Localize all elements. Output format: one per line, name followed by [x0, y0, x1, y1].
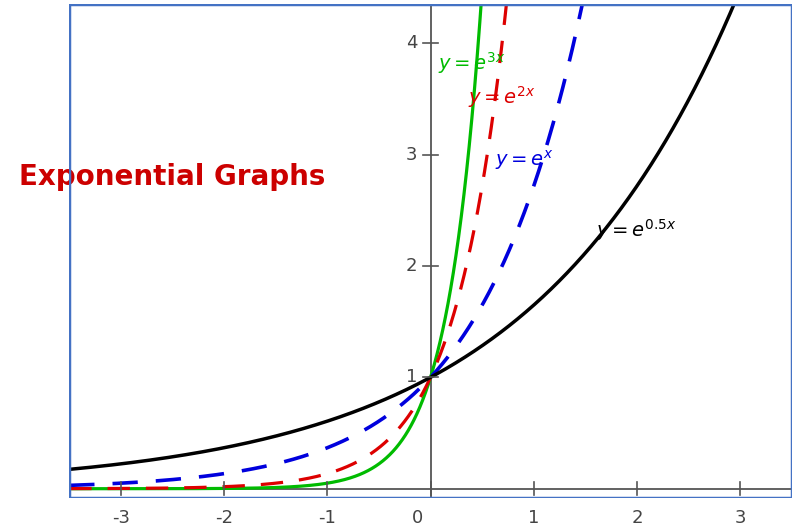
- Text: $y=e^{x}$: $y=e^{x}$: [494, 148, 553, 172]
- Text: 4: 4: [406, 34, 417, 52]
- Text: -2: -2: [215, 509, 233, 527]
- Text: $y=e^{2x}$: $y=e^{2x}$: [468, 84, 536, 110]
- Text: Exponential Graphs: Exponential Graphs: [19, 163, 326, 191]
- Text: 3: 3: [406, 145, 417, 163]
- Text: 3: 3: [735, 509, 746, 527]
- Bar: [69, 4, 792, 498]
- Text: 1: 1: [406, 368, 417, 386]
- Text: 2: 2: [631, 509, 642, 527]
- Text: -1: -1: [318, 509, 336, 527]
- Text: $y=e^{3x}$: $y=e^{3x}$: [438, 50, 505, 76]
- Text: -3: -3: [112, 509, 130, 527]
- Text: 2: 2: [406, 257, 417, 275]
- Text: 0: 0: [412, 509, 423, 527]
- Text: 1: 1: [528, 509, 540, 527]
- Text: $y=e^{0.5x}$: $y=e^{0.5x}$: [595, 217, 677, 243]
